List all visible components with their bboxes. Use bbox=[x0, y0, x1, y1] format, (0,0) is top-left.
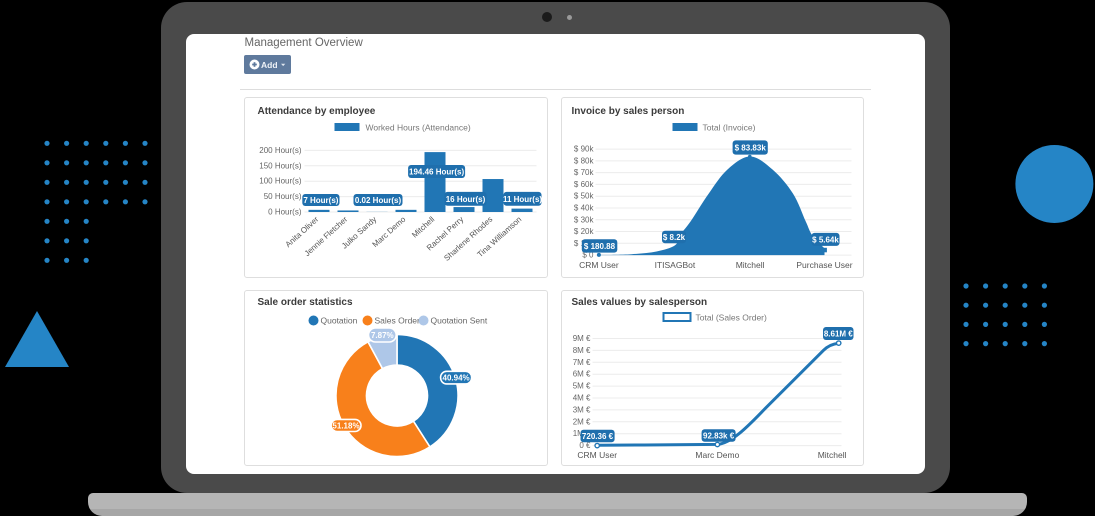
svg-text:5M €: 5M € bbox=[572, 382, 590, 391]
svg-text:8.61M €: 8.61M € bbox=[823, 330, 852, 339]
svg-text:$ 30k: $ 30k bbox=[573, 215, 594, 224]
svg-text:2M €: 2M € bbox=[572, 417, 590, 426]
svg-text:194.46 Hour(s): 194.46 Hour(s) bbox=[409, 168, 464, 177]
svg-text:92.83k €: 92.83k € bbox=[703, 432, 735, 441]
svg-text:ITISAGBot: ITISAGBot bbox=[654, 260, 695, 270]
svg-text:11 Hour(s): 11 Hour(s) bbox=[502, 195, 541, 204]
svg-text:Worked Hours (Attendance): Worked Hours (Attendance) bbox=[365, 123, 470, 133]
svg-text:4M €: 4M € bbox=[572, 394, 590, 403]
svg-text:0 Hour(s): 0 Hour(s) bbox=[268, 208, 302, 217]
svg-text:CRM User: CRM User bbox=[579, 260, 619, 270]
svg-text:7M €: 7M € bbox=[572, 358, 590, 367]
svg-text:Attendance by employee: Attendance by employee bbox=[257, 106, 375, 117]
svg-text:7 Hour(s): 7 Hour(s) bbox=[303, 196, 338, 205]
svg-text:$ 180.88: $ 180.88 bbox=[583, 242, 615, 251]
svg-text:$ 40k: $ 40k bbox=[573, 204, 594, 213]
svg-text:Mitchell: Mitchell bbox=[817, 450, 846, 460]
svg-text:Mitchell: Mitchell bbox=[410, 215, 436, 240]
svg-text:Purchase User: Purchase User bbox=[796, 260, 852, 270]
svg-text:$ 0: $ 0 bbox=[582, 251, 594, 260]
svg-text:100 Hour(s): 100 Hour(s) bbox=[259, 177, 302, 186]
svg-text:$ 80k: $ 80k bbox=[573, 156, 594, 165]
svg-text:$ 20k: $ 20k bbox=[573, 227, 594, 236]
svg-text:Mitchell: Mitchell bbox=[735, 260, 764, 270]
svg-text:$ 90k: $ 90k bbox=[573, 145, 594, 154]
svg-text:$ 50k: $ 50k bbox=[573, 192, 594, 201]
svg-text:Quotation: Quotation bbox=[320, 316, 357, 326]
svg-text:$ 60k: $ 60k bbox=[573, 180, 594, 189]
svg-text:0 €: 0 € bbox=[579, 441, 591, 450]
svg-text:$ 83.83k: $ 83.83k bbox=[734, 144, 766, 153]
svg-text:Add: Add bbox=[261, 60, 278, 70]
svg-text:16 Hour(s): 16 Hour(s) bbox=[445, 195, 485, 204]
svg-text:51.18%: 51.18% bbox=[332, 421, 359, 430]
svg-text:50 Hour(s): 50 Hour(s) bbox=[263, 192, 301, 201]
svg-text:7.87%: 7.87% bbox=[370, 331, 393, 340]
svg-text:$ 5.64k: $ 5.64k bbox=[812, 235, 839, 244]
svg-text:Invoice by sales person: Invoice by sales person bbox=[571, 106, 684, 117]
svg-text:40.94%: 40.94% bbox=[442, 374, 469, 383]
svg-text:Sales Order: Sales Order bbox=[374, 316, 420, 326]
svg-text:Sales values by salesperson: Sales values by salesperson bbox=[571, 297, 707, 308]
svg-text:150 Hour(s): 150 Hour(s) bbox=[259, 161, 302, 170]
svg-text:0.02 Hour(s): 0.02 Hour(s) bbox=[354, 196, 401, 205]
svg-text:720.36 €: 720.36 € bbox=[581, 432, 613, 441]
svg-text:8M €: 8M € bbox=[572, 346, 590, 355]
svg-text:$ 8.2k: $ 8.2k bbox=[662, 233, 685, 242]
svg-text:3M €: 3M € bbox=[572, 405, 590, 414]
svg-text:CRM User: CRM User bbox=[577, 450, 617, 460]
svg-text:9M €: 9M € bbox=[572, 334, 590, 343]
svg-text:Total (Sales Order): Total (Sales Order) bbox=[695, 313, 766, 323]
svg-text:Quotation Sent: Quotation Sent bbox=[430, 316, 487, 326]
svg-text:Sale order statistics: Sale order statistics bbox=[257, 297, 352, 308]
svg-text:Marc Demo: Marc Demo bbox=[695, 450, 739, 460]
svg-text:6M €: 6M € bbox=[572, 370, 590, 379]
svg-text:Total (Invoice): Total (Invoice) bbox=[702, 123, 755, 133]
svg-text:200 Hour(s): 200 Hour(s) bbox=[259, 146, 302, 155]
svg-text:$ 70k: $ 70k bbox=[573, 168, 594, 177]
